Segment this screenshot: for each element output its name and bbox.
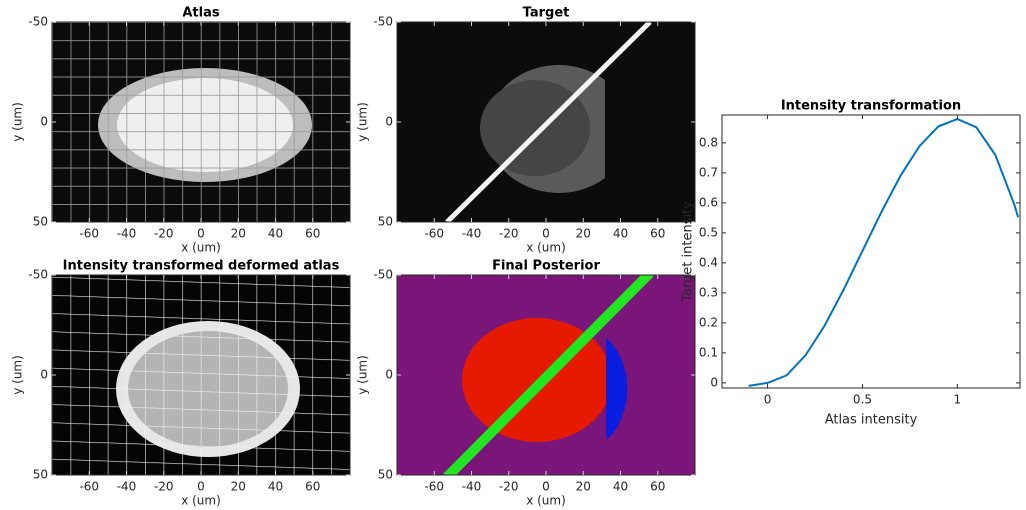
- deformed-atlas-image: [40, 265, 360, 485]
- x-tick-label: 60: [650, 227, 665, 241]
- target-image: [397, 22, 695, 222]
- y-tick-label: 0.1: [699, 345, 718, 359]
- x-tick-label: -60: [424, 227, 444, 241]
- x-tick-label: 0: [542, 227, 550, 241]
- x-tick-label: -40: [117, 480, 137, 494]
- y-tick-label: 50: [378, 215, 393, 229]
- chart-title: Intensity transformation: [781, 99, 961, 114]
- x-tick-label: 40: [613, 480, 628, 494]
- y-tick-label: 50: [33, 468, 48, 482]
- y-tick-label: 50: [33, 215, 48, 229]
- x-tick-label: -60: [424, 480, 444, 494]
- y-tick-label: 0.6: [699, 195, 718, 209]
- y-tick-label: 0: [710, 375, 718, 389]
- x-tick-label: 0: [764, 393, 772, 407]
- chart-title: Atlas: [182, 6, 220, 21]
- x-tick-label: 20: [231, 480, 246, 494]
- y-tick-label: -50: [28, 15, 48, 29]
- y-axis-label: y (um): [356, 102, 370, 142]
- y-tick-label: 50: [378, 468, 393, 482]
- x-tick-label: -20: [154, 480, 174, 494]
- x-tick-label: -40: [117, 227, 137, 241]
- x-tick-label: 0: [197, 480, 205, 494]
- x-tick-label: 20: [231, 227, 246, 241]
- x-tick-label: 20: [576, 480, 591, 494]
- y-tick-label: 0.4: [699, 255, 718, 269]
- x-tick-label: 0: [197, 227, 205, 241]
- x-axis-label: Atlas intensity: [825, 413, 918, 428]
- x-tick-label: 60: [305, 227, 320, 241]
- x-tick-label: -20: [154, 227, 174, 241]
- y-tick-label: 0.5: [699, 225, 718, 239]
- y-tick-label: 0: [40, 115, 48, 129]
- x-tick-label: 40: [268, 480, 283, 494]
- y-tick-label: -50: [373, 15, 393, 29]
- x-tick-label: 1: [954, 393, 962, 407]
- y-axis-label: y (um): [11, 355, 25, 395]
- y-axis-label: y (um): [11, 102, 25, 142]
- y-tick-label: -50: [373, 268, 393, 282]
- x-axis-label: x (um): [181, 241, 221, 255]
- x-tick-label: 20: [576, 227, 591, 241]
- x-tick-label: -40: [462, 227, 482, 241]
- y-tick-label: 0.3: [699, 285, 718, 299]
- y-tick-label: 0.8: [699, 135, 718, 149]
- x-tick-label: -60: [79, 480, 99, 494]
- y-tick-label: 0: [385, 368, 393, 382]
- y-tick-label: 0: [40, 368, 48, 382]
- chart-title: Final Posterior: [492, 259, 600, 274]
- axes-frame: [722, 115, 1020, 388]
- x-tick-label: 60: [650, 480, 665, 494]
- x-tick-label: 40: [268, 227, 283, 241]
- x-tick-label: 60: [305, 480, 320, 494]
- x-tick-label: -20: [499, 480, 519, 494]
- figure: -60 -40 -20 0 20 40 60 -50 0 50 Atlas x (um) y (um) -…: [0, 0, 1026, 510]
- x-axis-label: x (um): [181, 494, 221, 508]
- x-tick-label: -20: [499, 227, 519, 241]
- y-tick-label: 0.7: [699, 165, 718, 179]
- curve: [749, 119, 1019, 386]
- x-tick-label: -40: [462, 480, 482, 494]
- y-axis-label: y (um): [356, 355, 370, 395]
- chart-title: Intensity transformed deformed atlas: [63, 259, 340, 274]
- x-tick-label: -60: [79, 227, 99, 241]
- atlas-image: [52, 22, 350, 222]
- chart-title: Target: [523, 6, 570, 21]
- x-axis-label: x (um): [526, 241, 566, 255]
- x-axis-label: x (um): [526, 494, 566, 508]
- x-tick-label: 0: [542, 480, 550, 494]
- y-tick-label: 0: [385, 115, 393, 129]
- y-tick-label: -50: [28, 268, 48, 282]
- y-tick-label: 0.2: [699, 315, 718, 329]
- y-axis-label: Target intensity: [681, 201, 696, 303]
- posterior-image: [397, 273, 695, 477]
- x-tick-label: 40: [613, 227, 628, 241]
- x-tick-label: 0.5: [853, 393, 872, 407]
